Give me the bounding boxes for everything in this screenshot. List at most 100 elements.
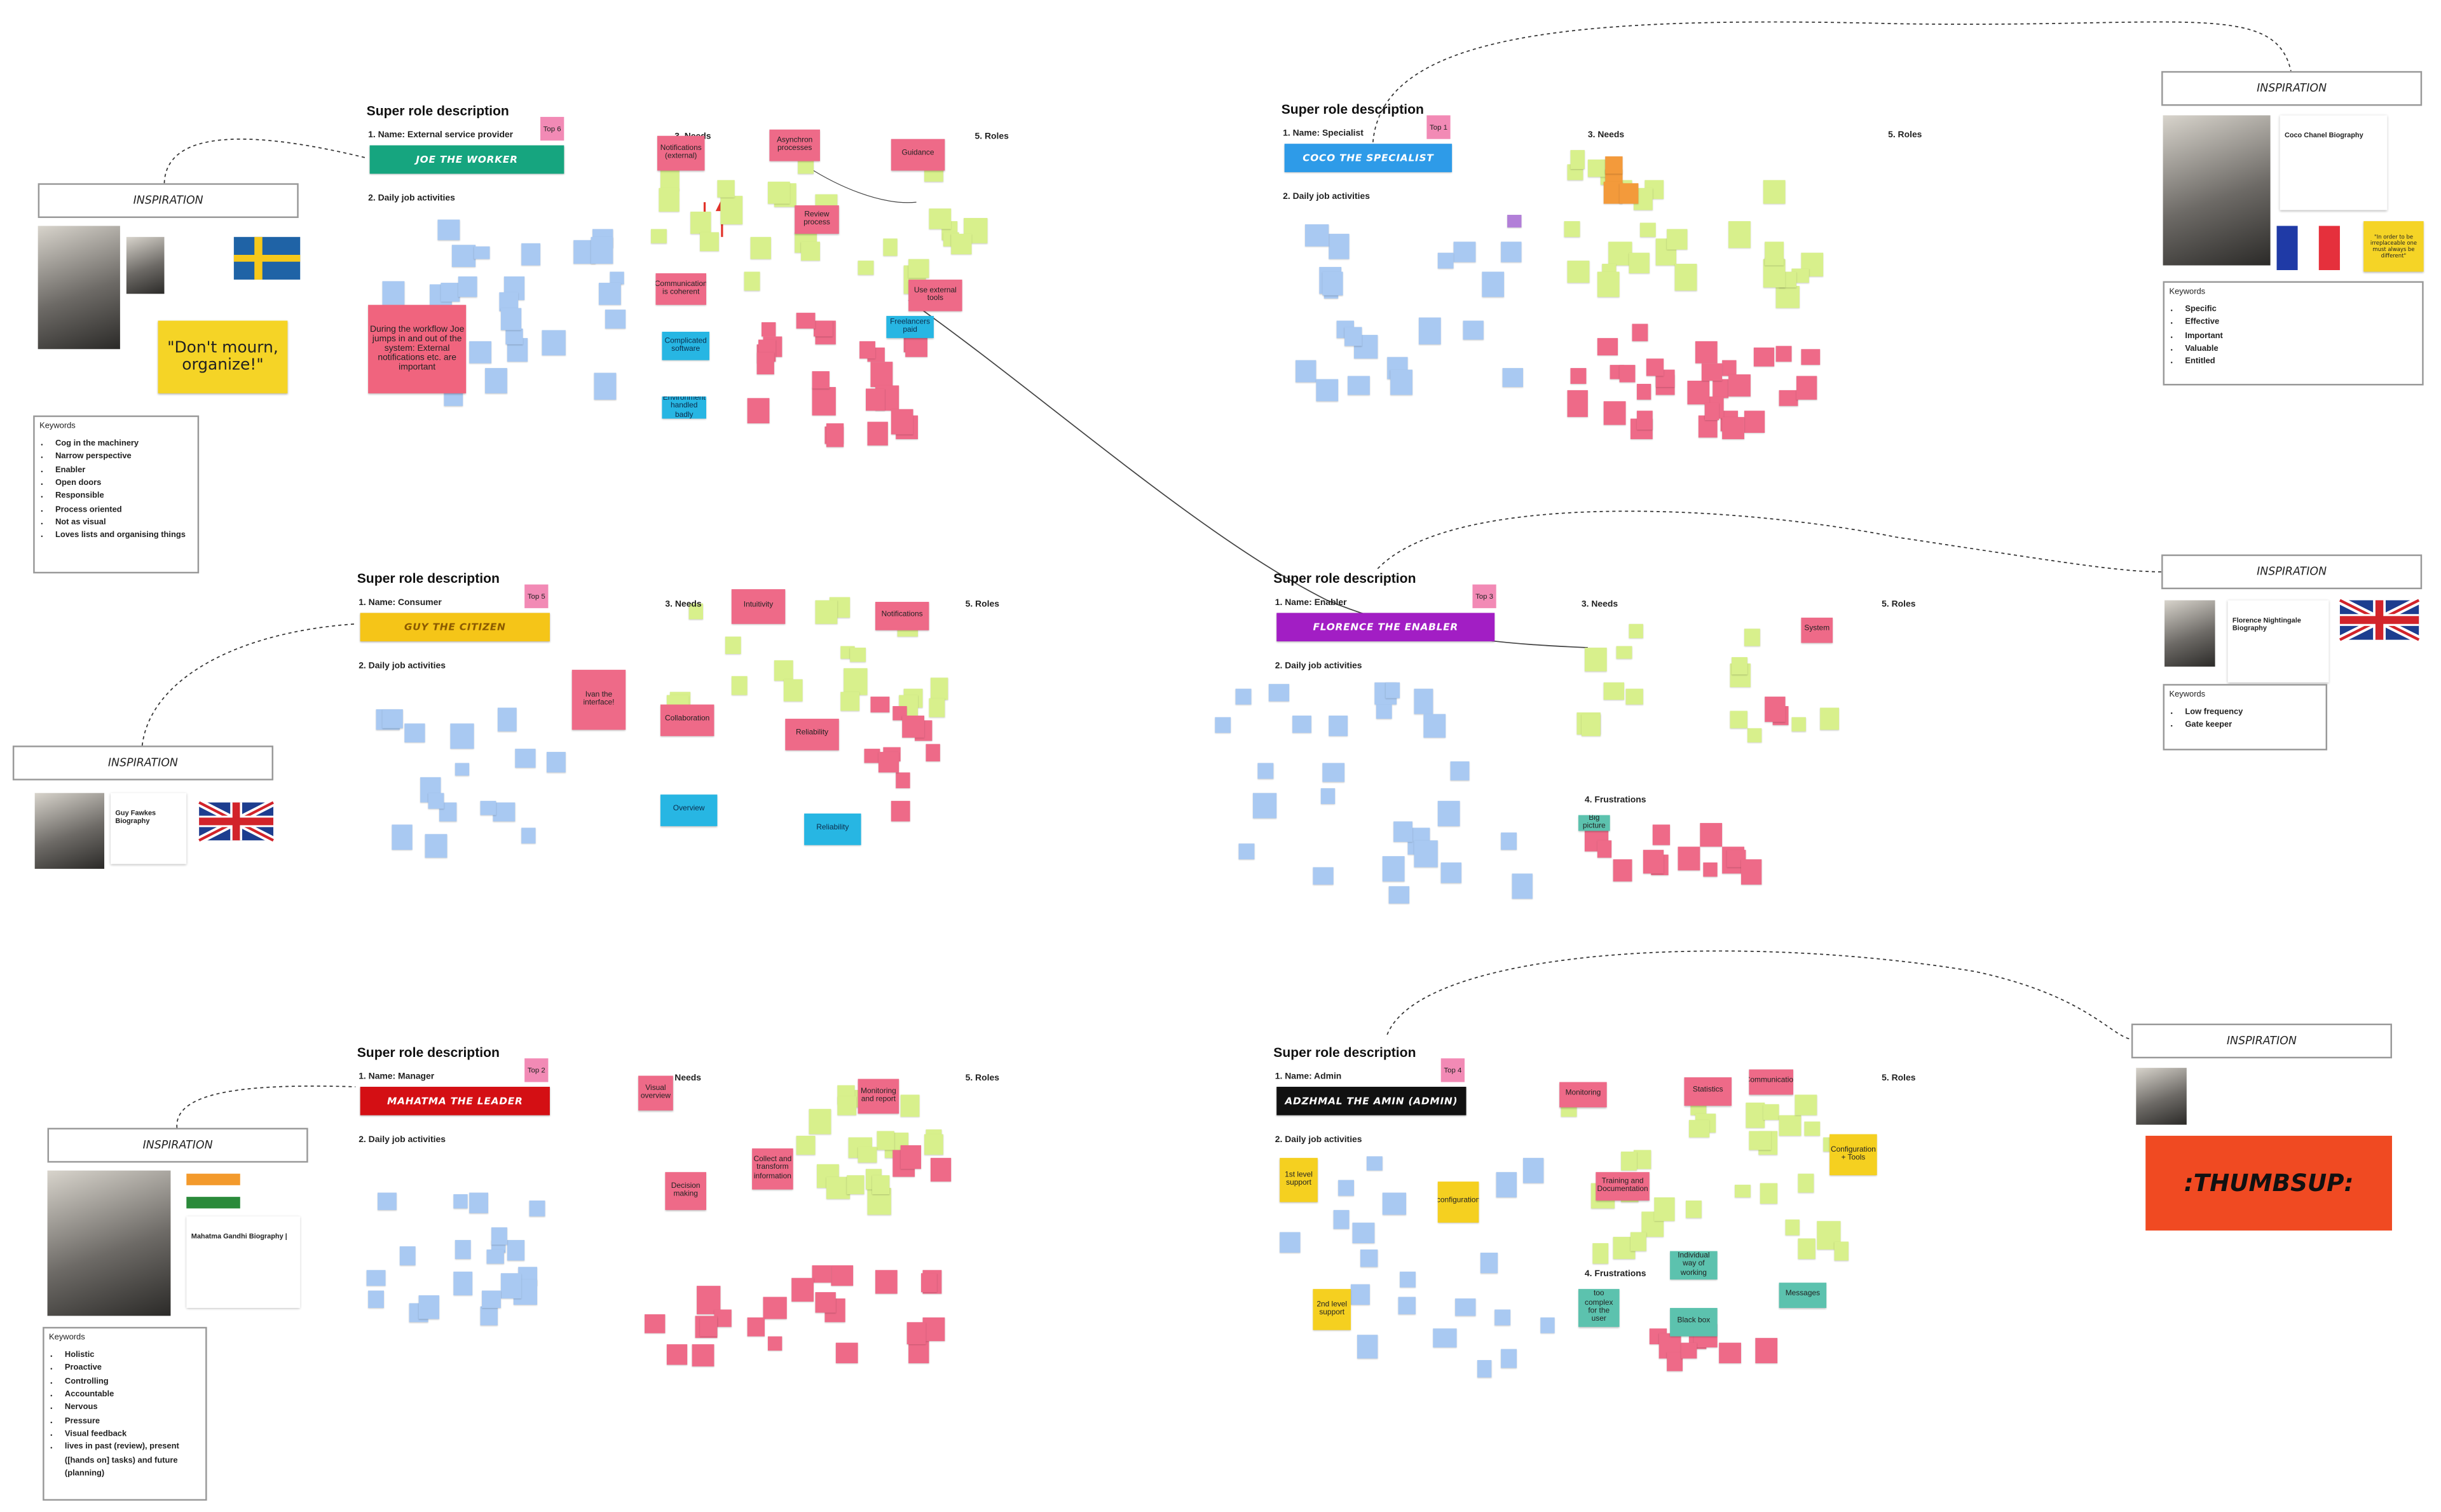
sticky-note: Asynchron processes bbox=[769, 129, 820, 161]
sticky-note: Statistics bbox=[1684, 1077, 1732, 1106]
flag-cross bbox=[2339, 616, 2419, 624]
keyword: Effective bbox=[2185, 317, 2417, 330]
sticky-note bbox=[1687, 380, 1709, 405]
sticky-note bbox=[1414, 840, 1439, 868]
sticky-note: Visual overview bbox=[638, 1075, 673, 1111]
sticky-note bbox=[1564, 220, 1580, 238]
sticky-note bbox=[1333, 1209, 1350, 1229]
keywords-list: HolisticProactiveControllingAccountableN… bbox=[49, 1349, 201, 1481]
sticky-note bbox=[1523, 1158, 1545, 1183]
sticky-note bbox=[1597, 338, 1618, 356]
sticky-note bbox=[598, 283, 622, 306]
sticky-note: Environment handled badly bbox=[662, 396, 706, 419]
sticky-note: Intuitivity bbox=[731, 589, 786, 624]
sticky-note bbox=[468, 1192, 489, 1213]
section-label: 5. Roles bbox=[1882, 1074, 1916, 1084]
sticky-note: Ivan the interface! bbox=[571, 669, 626, 730]
sticky-note bbox=[815, 601, 837, 624]
sticky-note bbox=[497, 707, 517, 732]
sticky-note bbox=[1418, 317, 1442, 344]
sticky-note bbox=[481, 801, 496, 815]
sticky-note bbox=[1348, 376, 1370, 395]
sticky-note bbox=[500, 307, 521, 330]
flag-stripe bbox=[2297, 226, 2319, 271]
sticky-note bbox=[667, 1344, 688, 1365]
sticky-note bbox=[1386, 683, 1401, 698]
dashed-connector bbox=[1386, 950, 2132, 1040]
inspiration-header: INSPIRATION bbox=[38, 183, 299, 218]
sticky-note bbox=[1653, 1197, 1675, 1221]
sticky-note bbox=[1689, 1119, 1710, 1138]
sticky-note bbox=[1383, 856, 1405, 882]
sticky-note bbox=[547, 751, 566, 772]
sticky-note bbox=[468, 341, 492, 364]
sticky-note bbox=[1413, 689, 1434, 714]
section-label: 2. Daily job activities bbox=[1275, 662, 1362, 672]
sticky-note: Configuration + Tools bbox=[1829, 1134, 1877, 1176]
keywords-box: Keywords SpecificEffectiveImportantValuab… bbox=[2163, 281, 2424, 386]
sticky-note bbox=[1592, 1243, 1609, 1264]
sticky-note bbox=[1764, 697, 1786, 722]
sticky-note bbox=[659, 188, 680, 212]
sticky-note bbox=[605, 309, 626, 328]
sticky-note bbox=[830, 1265, 853, 1286]
section-label: 5. Roles bbox=[974, 132, 1009, 142]
dashed-connector bbox=[141, 623, 356, 746]
sticky-note bbox=[1512, 874, 1534, 899]
role-name: 1. Name: External service provider bbox=[368, 131, 514, 141]
section-label: 3. Needs bbox=[665, 600, 702, 610]
sticky-note bbox=[767, 180, 791, 204]
role-name: 1. Name: Consumer bbox=[359, 598, 442, 608]
board-title: Super role description bbox=[1273, 570, 1416, 587]
keyword: Open doors bbox=[55, 477, 193, 490]
sticky-note bbox=[1704, 403, 1720, 421]
keyword: Entitled bbox=[2185, 356, 2417, 369]
sticky-note bbox=[1760, 1183, 1779, 1204]
sticky-note bbox=[1795, 1094, 1817, 1115]
sticky-note bbox=[1344, 327, 1362, 346]
persona-banner: ADZHMAL THE AMIN (ADMIN) bbox=[1276, 1086, 1467, 1115]
flag bbox=[233, 236, 301, 280]
keyword: Cog in the machinery bbox=[55, 437, 193, 451]
sticky-note bbox=[858, 261, 873, 275]
reaction-badge: :THUMBSUP: bbox=[2145, 1136, 2392, 1231]
sticky-note bbox=[486, 1249, 504, 1264]
inspiration-header: INSPIRATION bbox=[2161, 554, 2423, 590]
sticky-note bbox=[1585, 647, 1608, 671]
board-title: Super role description bbox=[1281, 101, 1424, 117]
sticky-note bbox=[1398, 1297, 1416, 1314]
sticky-note bbox=[700, 231, 719, 252]
sticky-note bbox=[763, 1297, 787, 1319]
sticky-note bbox=[516, 749, 535, 768]
sticky-note bbox=[1612, 859, 1632, 882]
sticky-note bbox=[458, 276, 478, 297]
sticky-note bbox=[1604, 681, 1624, 700]
sticky-note bbox=[922, 1318, 945, 1342]
sticky-note bbox=[1701, 362, 1722, 380]
sticky-note bbox=[1744, 628, 1761, 646]
flag bbox=[2338, 596, 2421, 644]
section-label: Needs bbox=[674, 1074, 702, 1084]
section-label: 5. Roles bbox=[965, 600, 999, 610]
sticky-note bbox=[484, 369, 507, 394]
quote-sticky: "In order to be irreplaceable one must a… bbox=[2363, 221, 2424, 272]
sticky-note bbox=[925, 744, 941, 761]
persona-banner: FLORENCE THE ENABLER bbox=[1276, 613, 1495, 642]
sticky-note bbox=[1640, 222, 1657, 237]
sticky-note bbox=[1804, 1121, 1820, 1135]
sticky-note bbox=[591, 237, 613, 263]
sticky-note bbox=[1678, 847, 1700, 871]
sticky-note bbox=[717, 179, 735, 198]
sticky-note bbox=[1741, 860, 1762, 885]
sticky-note bbox=[381, 282, 405, 304]
sticky-note bbox=[1619, 365, 1636, 382]
sticky-note bbox=[1653, 825, 1670, 845]
sticky-note bbox=[450, 724, 474, 749]
sticky-note bbox=[1587, 160, 1607, 177]
keyword: Nervous bbox=[65, 1401, 201, 1415]
sticky-note bbox=[1296, 360, 1316, 383]
flag-stripe bbox=[186, 1185, 240, 1197]
connector-line bbox=[908, 299, 1588, 648]
sticky-note bbox=[500, 1272, 522, 1298]
inspiration-header: INSPIRATION bbox=[47, 1127, 308, 1163]
